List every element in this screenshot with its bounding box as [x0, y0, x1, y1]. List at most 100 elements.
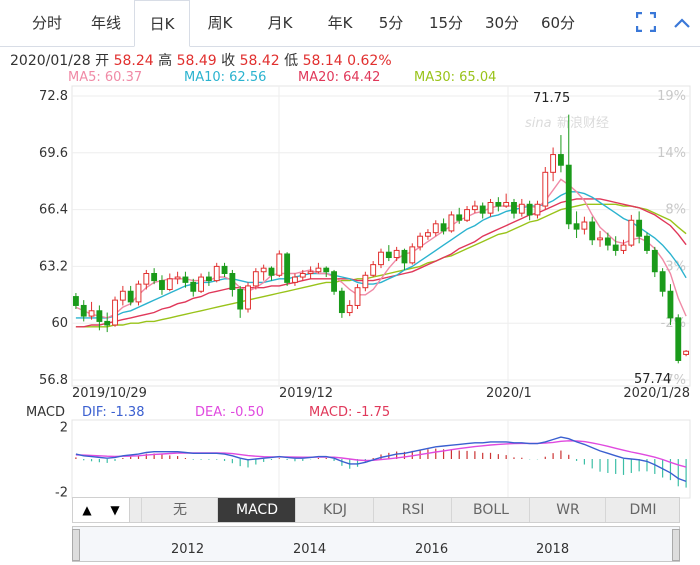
candle-body [276, 253, 283, 276]
candle-body [604, 237, 611, 246]
ma5-line [75, 178, 687, 319]
candle-body [112, 299, 118, 326]
tab-yearly-k[interactable]: 年K [327, 14, 353, 32]
tab-15min[interactable]: 15分 [428, 14, 464, 32]
tab-5min[interactable]: 5分 [378, 14, 404, 32]
candle-body [354, 287, 361, 306]
candle-body [518, 203, 525, 214]
candle-body [346, 304, 353, 314]
candle-body [425, 232, 431, 237]
low-value: 58.14 [302, 53, 343, 69]
candle-body [612, 244, 619, 251]
candle-body [448, 214, 455, 232]
candle-body [534, 203, 541, 216]
candle-body [487, 202, 494, 214]
high-label: 高 [158, 53, 173, 69]
candle-body [683, 350, 690, 355]
candle-body [620, 244, 627, 251]
candle-body [119, 290, 126, 301]
percent-tick-label: 8% [665, 203, 686, 218]
percent-tick-label: 14% [657, 146, 686, 161]
percent-tick-label: -7% [661, 373, 686, 388]
candle-body [589, 221, 596, 241]
candle-body [96, 310, 103, 322]
macd-frame [71, 419, 691, 499]
indicator-boll-button[interactable]: BOLL [451, 498, 530, 522]
max-price-label: 71.75 [533, 91, 570, 106]
macd-lines [75, 436, 687, 483]
candle-body [237, 288, 244, 310]
tab-nianxian[interactable]: 年线 [90, 14, 121, 32]
watermark: sina 新浪财经 [525, 115, 609, 131]
indicator-rsi-button[interactable]: RSI [373, 498, 452, 522]
percent-tick-label: 19% [657, 89, 686, 104]
candle-body [667, 290, 674, 319]
ma20-legend: MA20: 64.42 [298, 70, 381, 85]
ma30-line [75, 203, 687, 328]
scroll-down-button[interactable]: ▼ [101, 498, 130, 522]
candle-body [628, 219, 635, 246]
period-tab-bar: 分时 年线 日K 周K 月K 年K 5分 15分 30分 60分 [0, 0, 700, 47]
navigator-year-2018: 2018 [536, 542, 570, 557]
min-price-label: 57.74 [634, 372, 671, 387]
candle-body [284, 253, 291, 283]
percent-axis-ticks: 19% 14% 8% 3% -2% -7% [657, 89, 686, 388]
close-value: 58.42 [239, 53, 280, 69]
candle-body [151, 273, 158, 282]
candle-body [659, 271, 666, 292]
tab-fenshi[interactable]: 分时 [31, 14, 62, 32]
candle-body [401, 249, 408, 264]
candlestick-series [72, 114, 690, 364]
candle-body [299, 273, 306, 278]
indicator-kdj-button[interactable]: KDJ [295, 498, 374, 522]
candle-body [370, 264, 377, 276]
high-value: 58.49 [176, 53, 217, 69]
tab-60min[interactable]: 60分 [540, 14, 576, 32]
candle-body [526, 203, 533, 216]
macd-axis-ticks: 2 -2 [55, 421, 68, 501]
candle-body [88, 310, 95, 317]
candle-body [80, 304, 87, 317]
candle-body [479, 205, 486, 214]
candle-body [252, 271, 259, 287]
dif-line [75, 436, 687, 483]
indicator-dmi-button[interactable]: DMI [605, 498, 680, 522]
navigator-right-handle[interactable] [672, 529, 680, 561]
date-tick-label: 2020/1 [486, 386, 532, 401]
fullscreen-icon[interactable] [636, 12, 656, 32]
low-label: 低 [284, 53, 299, 69]
navigator-year-2016: 2016 [415, 542, 449, 557]
candle-body [651, 249, 658, 273]
indicator-none-button[interactable]: 无 [141, 498, 218, 522]
candle-body [245, 285, 251, 310]
candle-body [260, 267, 267, 273]
candle-body [174, 276, 181, 280]
time-navigator[interactable]: 2012 2014 2016 2018 [72, 526, 680, 562]
tab-weekly-k[interactable]: 周K [207, 14, 233, 32]
candle-body [323, 267, 330, 273]
candle-body [597, 237, 603, 241]
chart-frame [71, 85, 691, 387]
indicator-macd-button[interactable]: MACD [217, 498, 296, 522]
candle-body [393, 249, 400, 259]
dea-line [75, 440, 687, 468]
price-tick-label: 63.2 [39, 259, 68, 274]
candle-body [159, 280, 165, 290]
candle-body [229, 273, 236, 290]
tab-daily-k[interactable]: 日K [134, 0, 190, 47]
moving-average-lines [75, 178, 687, 328]
collapse-icon[interactable] [672, 14, 692, 34]
indicator-wr-button[interactable]: WR [529, 498, 606, 522]
candle-body [378, 251, 384, 266]
candle-body [644, 235, 650, 251]
open-value: 58.24 [113, 53, 154, 69]
chart-grid [71, 85, 691, 387]
indicator-bar: ▲ ▼ 无 MACD KDJ RSI BOLL WR DMI [72, 497, 680, 523]
scroll-up-button[interactable]: ▲ [73, 498, 102, 522]
tab-monthly-k[interactable]: 月K [267, 14, 293, 32]
candle-body [205, 276, 212, 282]
candle-body [456, 214, 463, 221]
price-tick-label: 72.8 [39, 89, 68, 104]
tab-30min[interactable]: 30分 [484, 14, 520, 32]
navigator-left-handle[interactable] [72, 529, 80, 561]
